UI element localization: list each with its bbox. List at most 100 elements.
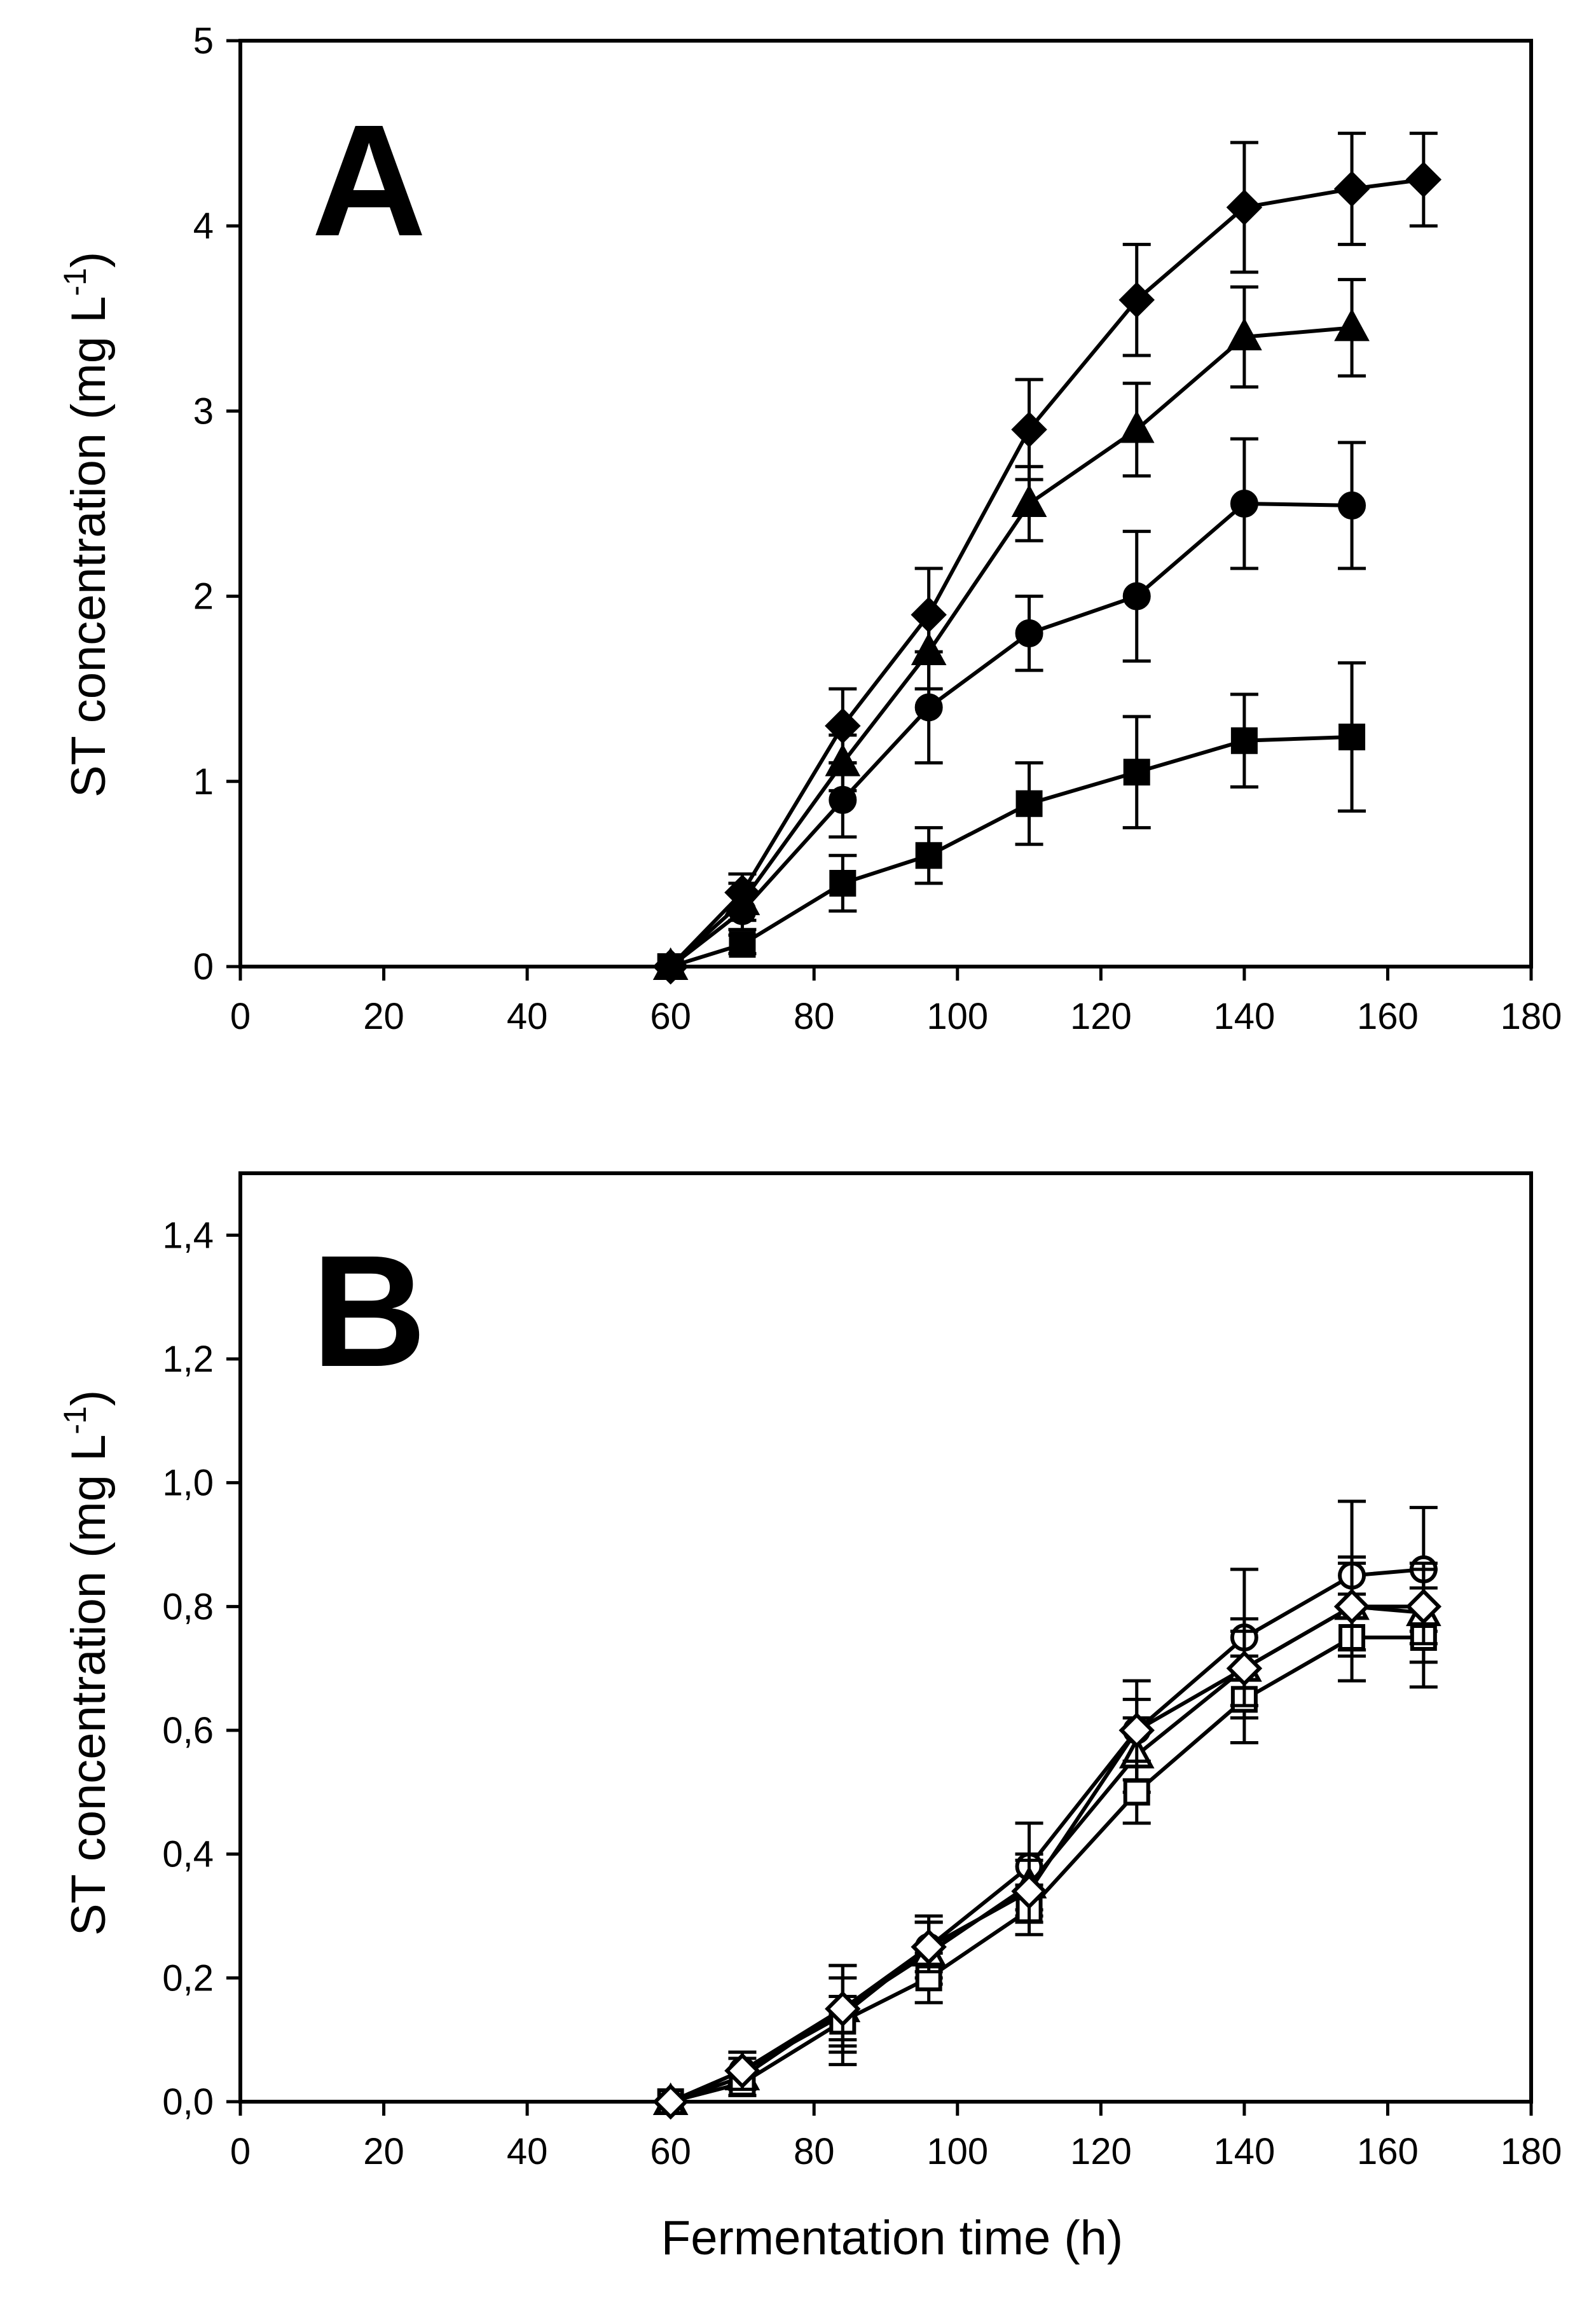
panel-a-y-tick-label: 3 (193, 390, 214, 432)
panel-b-point-diamond-open (1333, 1589, 1370, 1625)
panel-b-plot-frame (238, 1171, 1533, 2104)
panel-b-point-square-open (1123, 1779, 1150, 1806)
panel-b-x-tick-label: 20 (363, 2131, 404, 2172)
panel-b-y-tick-label: 1,4 (162, 1215, 214, 1256)
panel-b-point-diamond-open (911, 1929, 947, 1965)
panel-a-point-square-filled (1015, 790, 1043, 817)
panel-b-point-diamond-open (724, 2053, 760, 2089)
panel-a-point-circle-filled (1230, 490, 1258, 518)
panel-b-y-axis-title-main: ST concentration (mg L (62, 1435, 116, 1936)
panel-b-y-axis-title: ST concentration (mg L-1) (57, 1390, 116, 1936)
panel-a-point-square-filled (829, 869, 856, 897)
panel-b-point-diamond-open (1011, 1873, 1047, 1910)
panel-b-y-tick-label: 1,2 (162, 1339, 214, 1380)
panel-a-series-line (669, 177, 1424, 968)
panel-a-y-axis-title-superscript: -1 (57, 268, 93, 296)
panel-b-x-tick-label: 140 (1213, 2131, 1275, 2172)
panel-a-series-square-filled (657, 661, 1366, 980)
panel-a-y-tick-label: 2 (193, 576, 214, 617)
panel-b-series-line (670, 1604, 1424, 2104)
panel-a-point-square-filled (657, 953, 684, 980)
panel-a-point-circle-filled (914, 693, 943, 722)
panel-a-y-tick-label: 0 (193, 946, 214, 988)
panel-a-series-line (669, 326, 1352, 968)
panel-b-y-tick-label: 0,6 (162, 1710, 214, 1751)
panel-a-point-triangle-filled (1334, 308, 1370, 341)
panel-a-point-circle-filled (728, 897, 757, 925)
panel-a-x-tick-label: 0 (230, 996, 251, 1037)
panel-b-x-tick-label: 180 (1501, 2131, 1562, 2172)
panel-b-series-circle-open (656, 1499, 1438, 2116)
panel-a-series-triangle-filled (652, 278, 1370, 980)
panel-b-series-line (670, 1636, 1424, 2104)
panel-b-y-tick-label: 1,0 (162, 1463, 214, 1504)
panel-a-point-circle-filled (1338, 491, 1366, 520)
panel-b-point-diamond-open (825, 1990, 861, 2027)
panel-b-x-tick-label: 60 (650, 2131, 691, 2172)
panel-b-point-diamond-open (1226, 1650, 1263, 1686)
panel-b-y-tick-label: 0,2 (162, 1957, 214, 1999)
panel-b-series-line (670, 1567, 1424, 2104)
panel-a-series-circle-filled (656, 437, 1366, 981)
panel-a-x-tick-label: 80 (794, 996, 835, 1037)
panel-a-x-tick-label: 20 (363, 996, 404, 1037)
panel-a-point-diamond-filled (1333, 170, 1370, 207)
panel-a-point-square-filled (1338, 723, 1366, 750)
panel-a-x-tick-label: 160 (1357, 996, 1419, 1037)
panel-a-point-triangle-filled (1011, 484, 1047, 517)
panel-a-point-diamond-filled (1011, 411, 1047, 448)
panel-b-point-diamond-open (1405, 1589, 1442, 1625)
panel-a-point-diamond-filled (1405, 162, 1442, 198)
panel-a-point-diamond-filled (1226, 189, 1263, 226)
panel-a-y-axis-title-main: ST concentration (mg L (62, 296, 116, 798)
panel-b-letter: B (312, 1222, 427, 1400)
panel-a-point-triangle-filled (1118, 410, 1155, 443)
panel-a-y-tick-label: 5 (193, 20, 214, 62)
panel-b-point-diamond-open (652, 2083, 689, 2120)
panel-a-x-tick-label: 140 (1213, 996, 1275, 1037)
panel-a-point-triangle-filled (1227, 317, 1262, 350)
panel-b-y-tick-label: 0,0 (162, 2081, 214, 2123)
panel-a-x-tick-label: 40 (507, 996, 548, 1037)
panel-b-series-diamond-open (652, 1561, 1442, 2120)
panel-b-series-triangle-open (652, 1555, 1441, 2115)
panel-a-y-axis-title-close: ) (62, 252, 116, 268)
panel-a-y-axis-title: ST concentration (mg L-1) (57, 252, 116, 797)
panel-b-y-axis-title-superscript: -1 (57, 1406, 93, 1434)
panel-b-series-line (670, 1604, 1424, 2104)
panel-b-point-diamond-open (1118, 1712, 1155, 1749)
panel-a-point-circle-filled (1015, 619, 1043, 647)
panel-a-series-line (670, 734, 1352, 968)
x-axis-title: Fermentation time (h) (661, 2211, 1123, 2265)
panel-a-series-diamond-filled (652, 132, 1442, 985)
panel-a-y-tick-label: 1 (193, 761, 214, 803)
panel-a-series-line (669, 502, 1352, 968)
panel-a-point-circle-filled (1122, 582, 1151, 610)
panel-b-x-tick-label: 80 (794, 2131, 835, 2172)
panel-a-plot-frame (238, 39, 1533, 968)
panel-b-x-tick-label: 160 (1357, 2131, 1419, 2172)
panel-a-point-diamond-filled (1118, 282, 1155, 318)
panel-a-y-tick-label: 4 (193, 205, 214, 247)
panel-b-x-tick-label: 100 (926, 2131, 988, 2172)
panel-b-y-axis-title-close: ) (62, 1390, 116, 1406)
panel-a-chart: A ST concentration (mg L-1) 0 20 40 60 80 100… (57, 20, 1562, 1037)
panel-a-letter: A (312, 92, 427, 269)
panel-a-point-square-filled (1123, 759, 1150, 786)
panel-b-x-tick-label: 0 (230, 2131, 251, 2172)
panel-b-x-tick-label: 120 (1070, 2131, 1132, 2172)
panel-b-chart: B ST concentration (mg L-1) 0 20 40 60 80 100… (57, 1171, 1562, 2172)
panel-a-point-square-filled (915, 842, 942, 869)
panel-a-point-circle-filled (829, 785, 857, 814)
panel-a-x-tick-label: 60 (650, 996, 691, 1037)
panel-b-y-tick-label: 0,8 (162, 1586, 214, 1627)
panel-b-y-tick-label: 0,4 (162, 1834, 214, 1875)
panel-a-x-tick-label: 120 (1070, 996, 1132, 1037)
panel-a-point-square-filled (1230, 727, 1258, 754)
panel-b-series-square-open (657, 1586, 1438, 2115)
panel-b-x-tick-label: 40 (507, 2131, 548, 2172)
panel-a-point-square-filled (729, 931, 756, 958)
panel-a-x-tick-label: 180 (1501, 996, 1562, 1037)
